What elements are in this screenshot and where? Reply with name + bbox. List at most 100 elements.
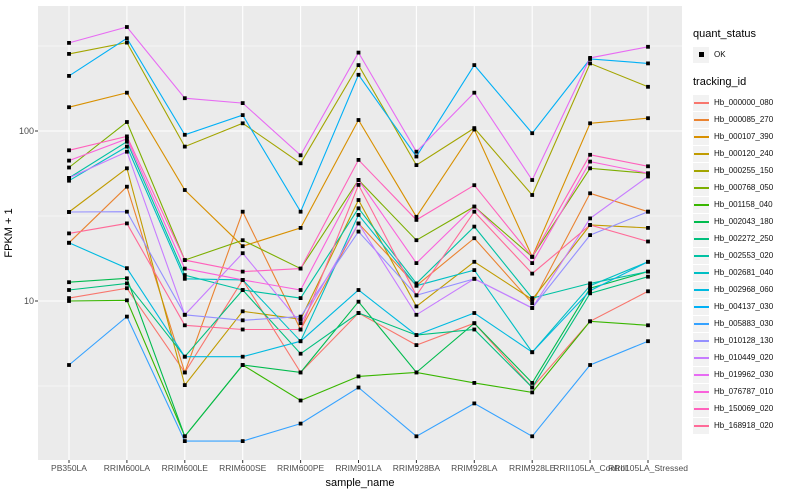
data-point [240,439,245,443]
data-point [588,233,592,237]
x-tick-label: RRIM600SE [219,463,267,473]
legend-entry: Hb_002553_020 [693,247,799,264]
data-point [414,370,419,375]
legend-entry: Hb_019962_030 [693,366,799,383]
data-point [298,421,303,426]
data-point [530,385,535,390]
legend-entry: Hb_004137_030 [693,298,799,315]
data-point [588,223,592,227]
legend-key-box [693,162,709,179]
legend-entry: Hb_000768_050 [693,179,799,196]
data-point [298,266,303,271]
data-point [414,218,419,222]
data-point [125,298,129,303]
data-point [530,254,535,259]
legend-entry: Hb_001158_040 [693,196,799,213]
data-point [125,120,129,124]
legend-entry-label: Hb_004137_030 [714,302,774,311]
data-point [240,251,245,256]
data-point [240,309,245,314]
data-point [298,370,303,375]
data-point [182,323,187,328]
data-point [530,301,535,306]
data-point [67,165,71,170]
data-point [414,343,419,347]
data-point [414,304,419,309]
legend-key-box [693,247,709,264]
data-point [472,327,477,332]
data-point [646,226,650,230]
data-point [472,63,477,67]
data-point [240,209,245,214]
legend-entry-label: Hb_150069_020 [714,404,774,413]
data-point [298,339,303,344]
legend-key-box [693,94,709,111]
data-point [646,44,650,49]
data-point [182,370,187,375]
legend-key-box [693,213,709,230]
data-point [356,118,361,122]
data-point [356,299,361,304]
legend-line-swatch [693,390,709,393]
data-point [356,288,361,292]
data-point [67,296,71,300]
data-point [414,261,419,265]
data-point [530,131,535,136]
legend-entry-label: Hb_000107_390 [714,132,774,141]
data-point [646,116,650,121]
data-point [125,266,129,271]
legend-key-box [693,349,709,366]
legend-entry-label: Hb_001158_040 [714,200,773,209]
data-point [125,184,129,189]
data-point [67,280,71,285]
legend-entry: Hb_002968_060 [693,281,799,298]
legend-line-swatch [693,254,709,257]
legend-entry-label: Hb_000768_050 [714,183,774,192]
legend-entry: Hb_010449_020 [693,349,799,366]
tracking-id-legend-entries: Hb_000000_080 Hb_000085_270 Hb_000107_390 H… [693,94,799,434]
data-point [182,96,187,101]
legend-key-box [693,230,709,247]
legend-entry-label: Hb_168918_020 [714,421,774,430]
data-point [125,134,129,139]
legend-title-quant-status: quant_status [693,28,756,40]
data-point [125,286,129,291]
data-point [588,191,592,196]
data-point [125,149,129,154]
legend-key-box [693,366,709,383]
legend-entry: Hb_000120_240 [693,145,799,162]
data-point [240,278,245,282]
data-point [298,296,303,300]
data-point [182,276,187,281]
data-point [414,149,419,154]
x-tick-label: RRII105LA_Stressed [608,463,688,473]
data-point [414,283,419,288]
legend-entry-label: Hb_076787_010 [714,387,774,396]
data-point [67,105,71,110]
legend-line-swatch [693,220,709,223]
data-point [67,231,71,236]
data-point [472,183,477,188]
data-point [240,113,245,117]
data-point [646,164,650,169]
data-point [472,401,477,406]
legend-key-box [693,145,709,162]
legend-line-swatch [693,288,709,291]
data-point [125,36,129,41]
data-point [240,269,245,274]
data-point [298,153,303,158]
legend-line-swatch [693,135,709,138]
data-point [356,229,361,234]
legend-key-box [693,417,709,434]
y-tick-label: 100 [18,126,34,136]
legend-key-box [693,264,709,281]
data-point [67,288,71,292]
data-point [125,139,129,144]
legend-key-box [693,128,709,145]
data-point [125,276,129,281]
y-tick-label: 10 [23,296,34,306]
data-point [588,283,592,288]
data-point [414,333,419,337]
data-point [182,354,187,359]
data-point [414,293,419,298]
